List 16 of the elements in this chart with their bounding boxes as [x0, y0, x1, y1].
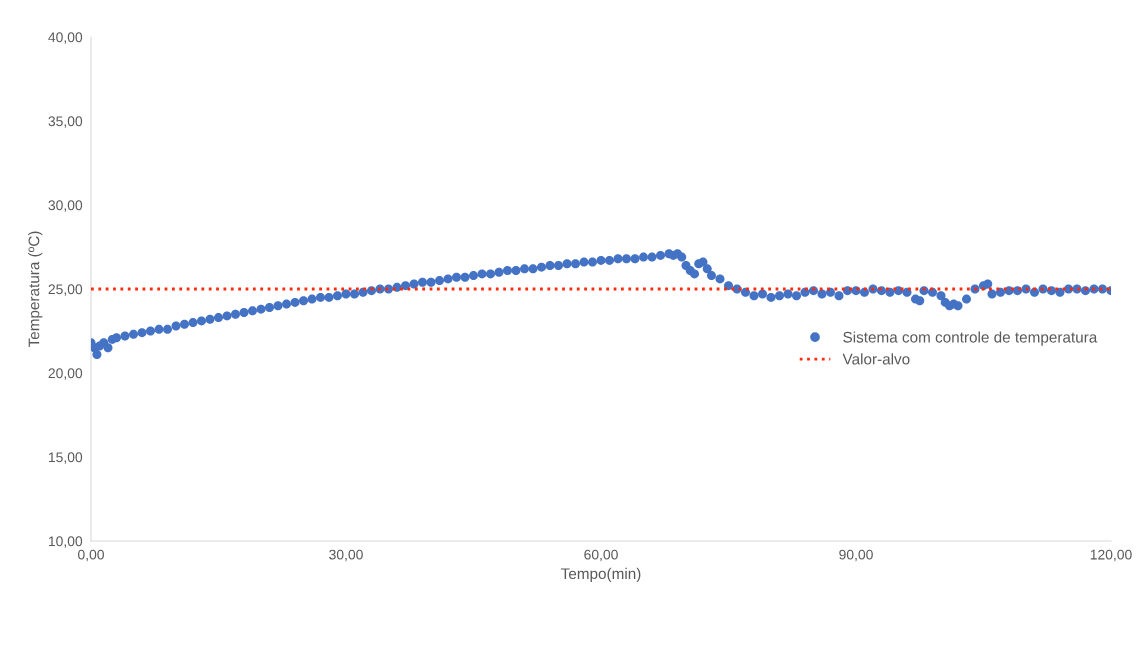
legend-label: Valor-alvo — [842, 353, 910, 365]
x-tick-label: 120,00 — [1090, 549, 1132, 562]
y-tick-label: 35,00 — [48, 116, 83, 128]
y-tick-label: 25,00 — [48, 284, 83, 296]
x-axis-title: Tempo(min) — [561, 567, 641, 583]
y-tick-label: 30,00 — [48, 200, 83, 212]
x-tick-label: 60,00 — [584, 549, 618, 562]
y-tick-label: 20,00 — [48, 368, 83, 380]
x-tick-label: 30,00 — [329, 549, 363, 562]
y-tick-label: 10,00 — [48, 536, 83, 548]
y-tick-label: 40,00 — [48, 32, 83, 44]
legend-label: Sistema com controle de temperatura — [843, 331, 1098, 346]
x-tick-label: 90,00 — [839, 549, 873, 562]
x-tick-label: 0,00 — [78, 549, 104, 562]
y-tick-label: 15,00 — [48, 452, 83, 464]
y-axis-title: Temperatura (ºC) — [28, 231, 43, 348]
